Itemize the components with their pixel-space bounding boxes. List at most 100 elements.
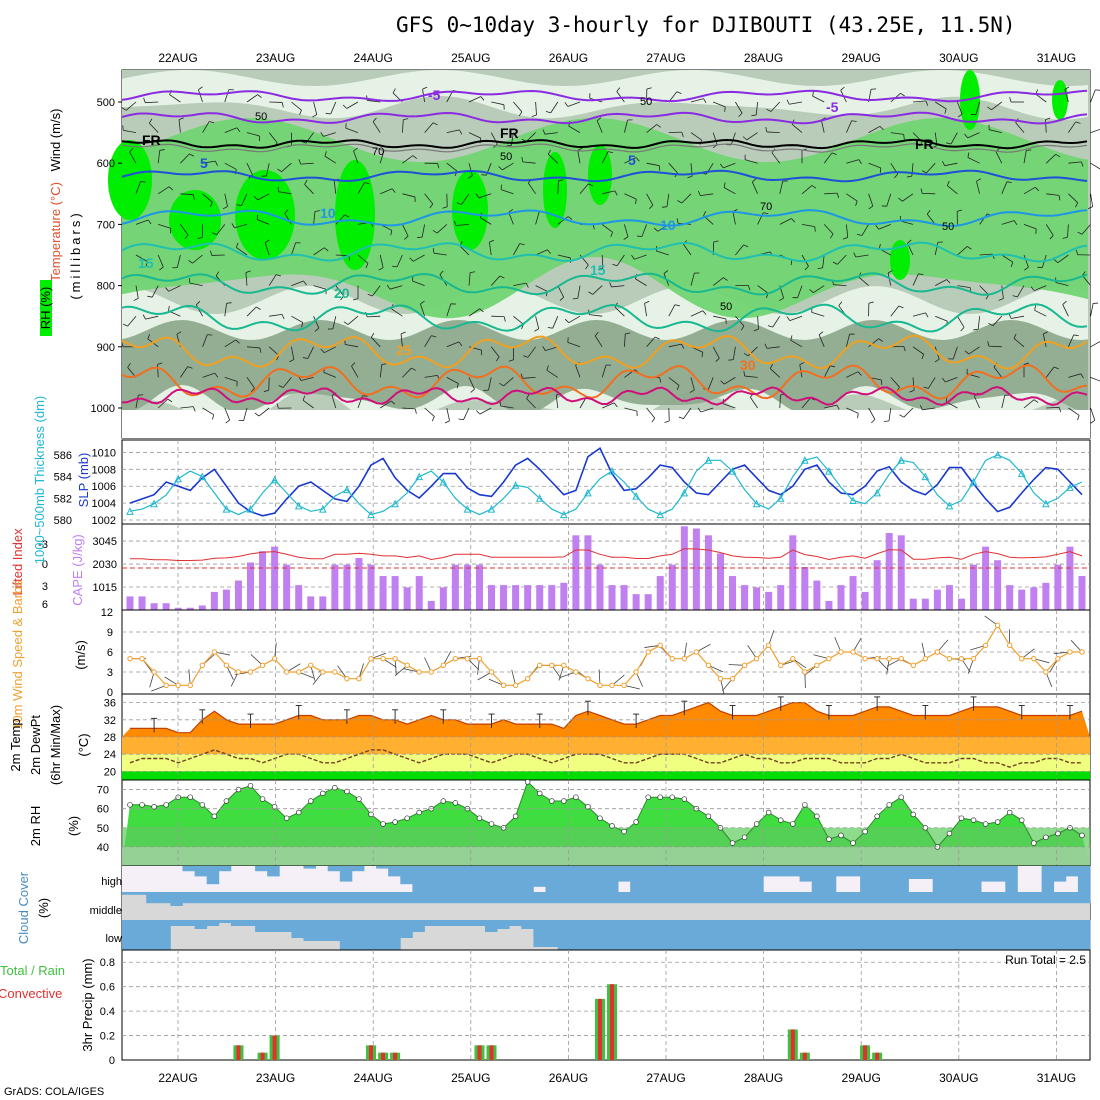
wind10-point	[187, 682, 193, 689]
cloud-cell	[593, 866, 607, 892]
wind-barb-feather	[987, 106, 992, 111]
wind-barb-feather	[439, 270, 444, 275]
wind-barb	[890, 305, 900, 317]
contour-20	[121, 272, 1088, 296]
thickness-point	[487, 505, 496, 513]
wind-barb	[379, 364, 383, 378]
slp-tick: 1004	[92, 498, 116, 510]
wind10-point	[573, 669, 579, 675]
cloud-cell	[509, 892, 522, 904]
wind-barb	[525, 132, 536, 142]
wind-barb-feather	[281, 314, 285, 320]
contour-label: FR	[142, 132, 161, 148]
cape-bar	[162, 603, 170, 610]
thickness-point	[319, 505, 327, 513]
cloud-cell	[279, 892, 292, 904]
wind-barb	[135, 395, 139, 409]
cloud-cell	[521, 892, 534, 904]
cloud-cell	[291, 920, 304, 938]
wind-barb-feather	[344, 214, 350, 218]
cape-bar	[777, 585, 785, 610]
wind-barb-feather	[411, 367, 417, 371]
wind10-point	[585, 675, 591, 682]
wind-barb	[722, 403, 736, 409]
wind-barb	[1042, 334, 1047, 347]
cloud-cell	[678, 892, 692, 904]
wind-barb	[635, 278, 647, 286]
cape-bar	[548, 585, 556, 610]
thickness-point	[391, 499, 399, 508]
cape-bar	[439, 587, 447, 610]
wind-barb	[616, 254, 625, 267]
cloud-cell	[230, 920, 244, 926]
wind-barb	[646, 162, 660, 167]
wind-barb-feather	[1010, 261, 1014, 267]
cape-bar	[813, 580, 821, 610]
wind-barb	[601, 254, 604, 269]
cape-bar	[837, 585, 845, 610]
wind-label: Wind (m/s)	[48, 109, 63, 172]
wind-barb	[886, 193, 892, 207]
cloud-cell	[884, 920, 897, 950]
wind-barb-feather	[625, 332, 631, 335]
rh2m-point	[247, 782, 254, 789]
wind-barb-feather	[257, 94, 262, 99]
cloud-cell	[545, 920, 558, 947]
wind-barb	[246, 94, 258, 103]
wind-barb-feather	[998, 298, 1004, 301]
wind-barb-feather	[121, 107, 127, 111]
cloud-cell	[158, 920, 171, 950]
precip-conv-bar	[489, 1045, 494, 1060]
precip-tick: 0.4	[100, 1006, 115, 1018]
rh-contour-label: 50	[500, 151, 512, 163]
wind-barb	[823, 224, 834, 235]
wind10-label: 10m Wind Speed & Barbs	[10, 580, 25, 730]
wind-barb	[624, 224, 629, 238]
contour-label: 5	[628, 152, 636, 168]
cloud-cell	[690, 892, 704, 904]
wind-barb	[757, 285, 769, 294]
credit: GrADS: COLA/IGES	[4, 1086, 104, 1098]
thickness-point	[415, 472, 424, 481]
wind10-point	[1055, 655, 1061, 662]
pressure-tick: 1000	[91, 403, 115, 415]
wind-barb-feather	[1062, 300, 1067, 305]
cloud-cell	[182, 892, 195, 904]
wind-barb	[957, 285, 971, 289]
thickness-point	[921, 472, 930, 481]
cape-bar	[825, 600, 833, 610]
cape-tick: 1015	[93, 582, 117, 594]
wind-barb-feather	[887, 270, 893, 274]
wind-tick: 9	[107, 627, 113, 639]
wind-barb-feather	[546, 365, 549, 371]
wind-barb-feather	[964, 350, 970, 355]
slp-tick: 1010	[92, 447, 116, 459]
wind-barb	[644, 303, 647, 317]
cape-bar	[210, 591, 218, 610]
wind-barb	[224, 162, 237, 170]
precip-tick: 0.2	[100, 1031, 115, 1043]
wind-barb	[402, 367, 412, 378]
thickness-point	[174, 474, 183, 483]
cloud-layer-label: high	[101, 876, 122, 888]
wind-barb-feather	[791, 218, 796, 223]
wind-barb	[779, 218, 792, 225]
cloud-cell	[739, 866, 752, 892]
cloud-cell	[702, 892, 716, 904]
rh2m-point	[970, 817, 977, 823]
wind-barb	[683, 244, 692, 256]
wind-barb-feather	[508, 208, 513, 213]
date-label-top: 24AUG	[354, 51, 393, 65]
cloud-cell	[1005, 920, 1018, 950]
cloud-cell	[775, 892, 788, 904]
wind-barb-feather	[184, 234, 189, 240]
thickness-point	[632, 491, 640, 500]
wind10-point	[392, 655, 398, 662]
wind-barb	[614, 306, 625, 317]
thickness-point	[367, 510, 375, 519]
precip-conv-bar	[272, 1035, 277, 1060]
wind-barb-feather	[1080, 161, 1084, 167]
thickness-tick: 580	[54, 515, 72, 527]
wind-barb-feather	[495, 356, 500, 362]
thickness-point	[560, 510, 568, 519]
